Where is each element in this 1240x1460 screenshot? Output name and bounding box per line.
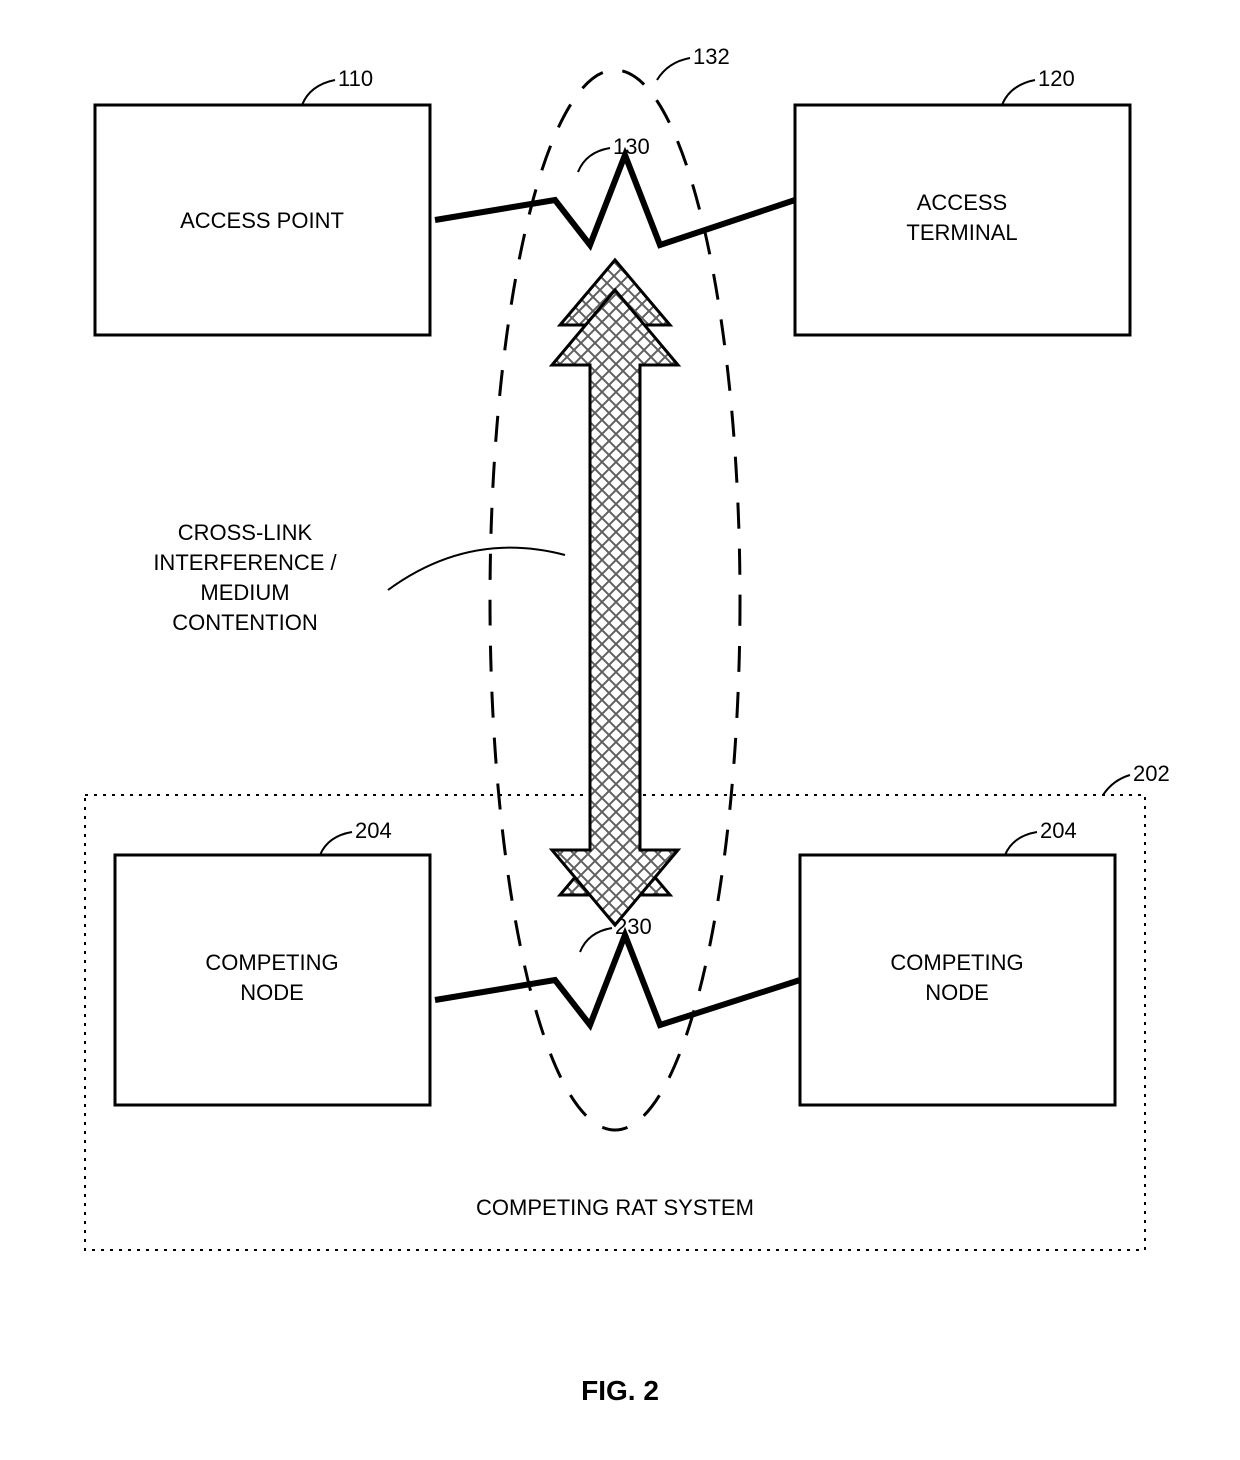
figure-caption: FIG. 2 xyxy=(581,1375,659,1406)
access-point-box: ACCESS POINT 110 xyxy=(95,66,430,335)
competing-node-right: COMPETING NODE 204 xyxy=(800,818,1115,1105)
access-terminal-label-2: TERMINAL xyxy=(906,220,1017,245)
svg-text:COMPETING: COMPETING xyxy=(890,950,1023,975)
access-terminal-ref: 120 xyxy=(1038,66,1075,91)
svg-text:CROSS-LINK: CROSS-LINK xyxy=(178,520,313,545)
svg-text:CONTENTION: CONTENTION xyxy=(172,610,317,635)
access-point-label: ACCESS POINT xyxy=(180,208,344,233)
competing-node-right-ref: 204 xyxy=(1040,818,1077,843)
competing-system-ref: 202 xyxy=(1133,761,1170,786)
svg-text:MEDIUM: MEDIUM xyxy=(200,580,289,605)
competing-system-label: COMPETING RAT SYSTEM xyxy=(476,1195,754,1220)
top-link: 130 xyxy=(435,134,795,245)
ellipse-ref: 132 xyxy=(693,44,730,69)
svg-text:NODE: NODE xyxy=(925,980,989,1005)
access-point-ref: 110 xyxy=(338,66,373,91)
figure-svg: ACCESS POINT 110 ACCESS TERMINAL 120 130… xyxy=(0,0,1240,1460)
svg-text:INTERFERENCE /: INTERFERENCE / xyxy=(153,550,337,575)
center-annotation: CROSS-LINK INTERFERENCE / MEDIUM CONTENT… xyxy=(153,520,565,635)
competing-node-left: COMPETING NODE 204 xyxy=(115,818,430,1105)
interference-arrow-shape xyxy=(552,290,678,925)
svg-text:COMPETING: COMPETING xyxy=(205,950,338,975)
competing-node-left-ref: 204 xyxy=(355,818,392,843)
top-link-ref: 130 xyxy=(613,134,650,159)
access-terminal-label-1: ACCESS xyxy=(917,190,1007,215)
access-terminal-box: ACCESS TERMINAL 120 xyxy=(795,66,1130,335)
bottom-link: 230 xyxy=(435,914,800,1025)
svg-text:NODE: NODE xyxy=(240,980,304,1005)
